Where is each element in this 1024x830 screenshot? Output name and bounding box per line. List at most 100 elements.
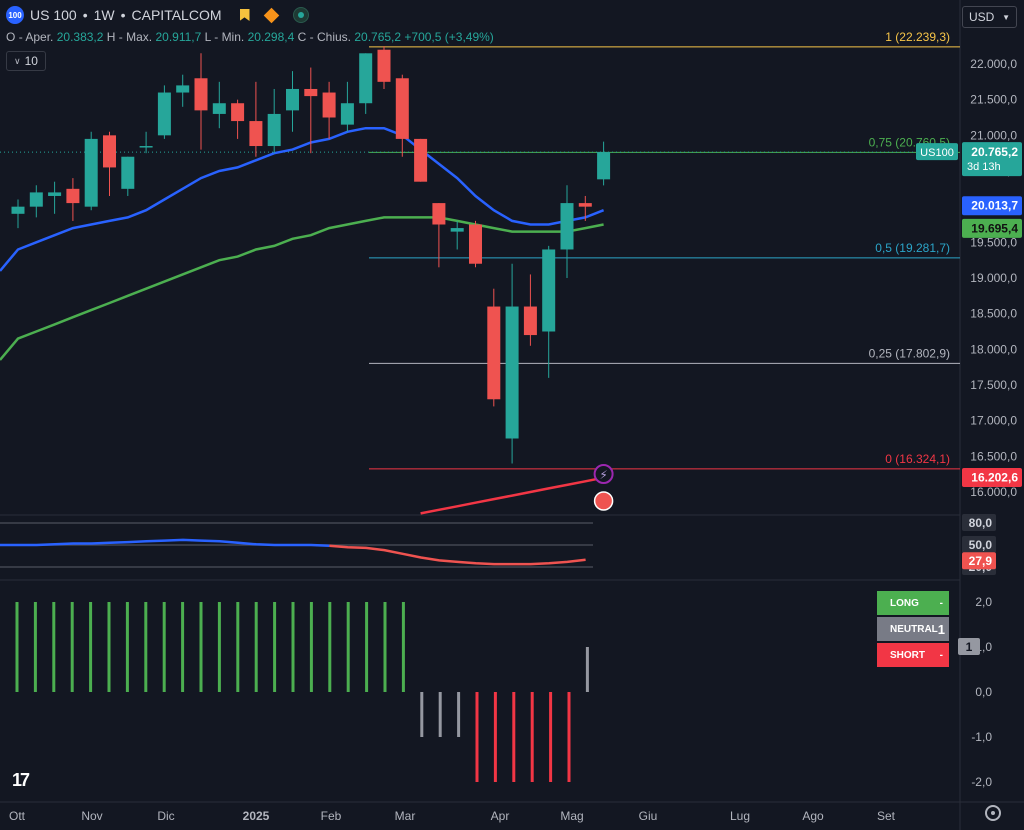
ma-fast-value-bg bbox=[962, 196, 1022, 216]
candle bbox=[304, 88, 318, 97]
time-axis-label: Feb bbox=[321, 809, 342, 823]
time-axis-label: Ago bbox=[802, 809, 824, 823]
candle bbox=[523, 306, 537, 336]
candle bbox=[231, 103, 245, 122]
candle bbox=[11, 206, 25, 214]
open-label: - Aper. bbox=[18, 30, 54, 44]
price-tick: 19.000,0 bbox=[970, 271, 1017, 285]
candle bbox=[340, 103, 354, 125]
event-lightning-icon bbox=[593, 464, 614, 484]
signal-long-value: - bbox=[939, 597, 943, 609]
price-tick: 17.500,0 bbox=[970, 378, 1017, 392]
header-separator: • bbox=[82, 7, 88, 23]
low-label: - Min. bbox=[214, 30, 245, 44]
candle bbox=[249, 121, 263, 147]
chart-header: 100 US 100 • 1W • CAPITALCOM bbox=[6, 6, 309, 24]
ma-fast-value: 20.013,7 bbox=[971, 199, 1018, 213]
moving-average-fast bbox=[0, 126, 605, 272]
rsi-value: 27,9 bbox=[969, 554, 993, 568]
market-status-icon[interactable] bbox=[292, 7, 309, 23]
fib-level-label: 1 (22.239,3) bbox=[885, 30, 950, 44]
fib-level-label: 0,5 (19.281,7) bbox=[875, 241, 950, 255]
candle bbox=[597, 152, 611, 180]
candle bbox=[414, 138, 428, 182]
time-axis-label: 2025 bbox=[243, 809, 270, 823]
close-value: 20.765,2 bbox=[354, 30, 402, 44]
signal-neutral-row: NEUTRAL 1 bbox=[877, 617, 949, 641]
low-value: 20.298,4 bbox=[247, 30, 295, 44]
open-abbrev: O bbox=[6, 30, 16, 44]
signal-tick: -2,0 bbox=[971, 775, 992, 789]
ohlc-legend: O - Aper. 20.383,2 H - Max. 20.911,7 L -… bbox=[6, 30, 494, 44]
signal-neutral-label: NEUTRAL bbox=[890, 623, 938, 635]
price-tick: 16.000,0 bbox=[970, 485, 1017, 499]
candle bbox=[194, 78, 208, 111]
price-tick: 19.500,0 bbox=[970, 235, 1017, 249]
tradingview-logo-icon[interactable]: 17 bbox=[12, 770, 30, 790]
signal-tick: 0,0 bbox=[975, 685, 992, 699]
time-axis-label: Mar bbox=[395, 809, 416, 823]
last-price-value: 20.765,2 bbox=[971, 145, 1018, 159]
candle bbox=[286, 88, 299, 111]
signal-long-row: LONG - bbox=[877, 591, 949, 615]
time-axis-label: Giu bbox=[639, 809, 658, 823]
price-tick: 18.000,0 bbox=[970, 342, 1017, 356]
signal-short-label: SHORT bbox=[890, 649, 925, 661]
signal-current-value: 1 bbox=[966, 640, 973, 654]
rsi-level-bg bbox=[962, 536, 996, 553]
candle bbox=[578, 203, 592, 207]
time-axis-label: Set bbox=[877, 809, 896, 823]
candle bbox=[157, 92, 171, 136]
candle bbox=[84, 138, 98, 207]
high-value: 20.911,7 bbox=[155, 30, 202, 44]
high-abbrev: H bbox=[106, 30, 116, 44]
chevron-down-icon: ∨ bbox=[14, 55, 21, 66]
ma-long-value: 16.202,6 bbox=[971, 471, 1018, 485]
candle bbox=[322, 92, 336, 118]
currency-select[interactable]: USD ▼ bbox=[962, 6, 1017, 28]
interval-label[interactable]: 1W bbox=[93, 7, 115, 23]
time-axis-label: Nov bbox=[81, 809, 102, 823]
time-axis-label: Apr bbox=[491, 809, 510, 823]
indicator-toggle-button[interactable]: ∨ 10 bbox=[6, 51, 46, 71]
candle bbox=[542, 249, 556, 332]
candle bbox=[395, 78, 409, 139]
signal-tick: 2,0 bbox=[975, 595, 992, 609]
gear-icon[interactable] bbox=[985, 805, 1001, 821]
close-label: - Chius. bbox=[309, 30, 351, 44]
time-axis-label: Mag bbox=[560, 809, 583, 823]
low-abbrev: L bbox=[204, 30, 211, 44]
signal-current-bg bbox=[958, 638, 980, 655]
signal-short-row: SHORT - bbox=[877, 643, 949, 667]
price-tick: 17.000,0 bbox=[970, 414, 1017, 428]
fib-level-label: 0 (16.324,1) bbox=[885, 452, 950, 466]
candle bbox=[469, 224, 482, 264]
event-lightning-glyph: ⚡ bbox=[599, 468, 607, 482]
candle bbox=[505, 306, 519, 439]
candle bbox=[121, 156, 135, 189]
price-tick: 21.500,0 bbox=[970, 93, 1017, 107]
candle bbox=[432, 203, 446, 225]
signal-tick: -1,0 bbox=[971, 730, 992, 744]
symbol-tag-bg bbox=[916, 143, 958, 161]
diamond-icon[interactable] bbox=[263, 7, 279, 23]
candle bbox=[103, 135, 116, 168]
candle bbox=[560, 203, 574, 250]
symbol-logo-icon: 100 bbox=[6, 6, 24, 24]
candle bbox=[267, 113, 281, 147]
us-flag-event-icon bbox=[593, 491, 614, 511]
moving-average-long bbox=[420, 476, 604, 515]
rsi-line-falling bbox=[329, 544, 586, 566]
rsi-level-bg bbox=[962, 514, 996, 531]
symbol-name[interactable]: US 100 bbox=[30, 7, 77, 23]
candle bbox=[139, 146, 153, 148]
flag-icon[interactable] bbox=[239, 9, 250, 21]
fib-level-label: 0,25 (17.802,9) bbox=[869, 346, 950, 360]
candle bbox=[359, 53, 373, 104]
price-tick: 22.000,0 bbox=[970, 57, 1017, 71]
rsi-level-label: 80,0 bbox=[969, 516, 993, 530]
price-tick: 16.500,0 bbox=[970, 449, 1017, 463]
open-value: 20.383,2 bbox=[56, 30, 104, 44]
header-separator: • bbox=[120, 7, 126, 23]
